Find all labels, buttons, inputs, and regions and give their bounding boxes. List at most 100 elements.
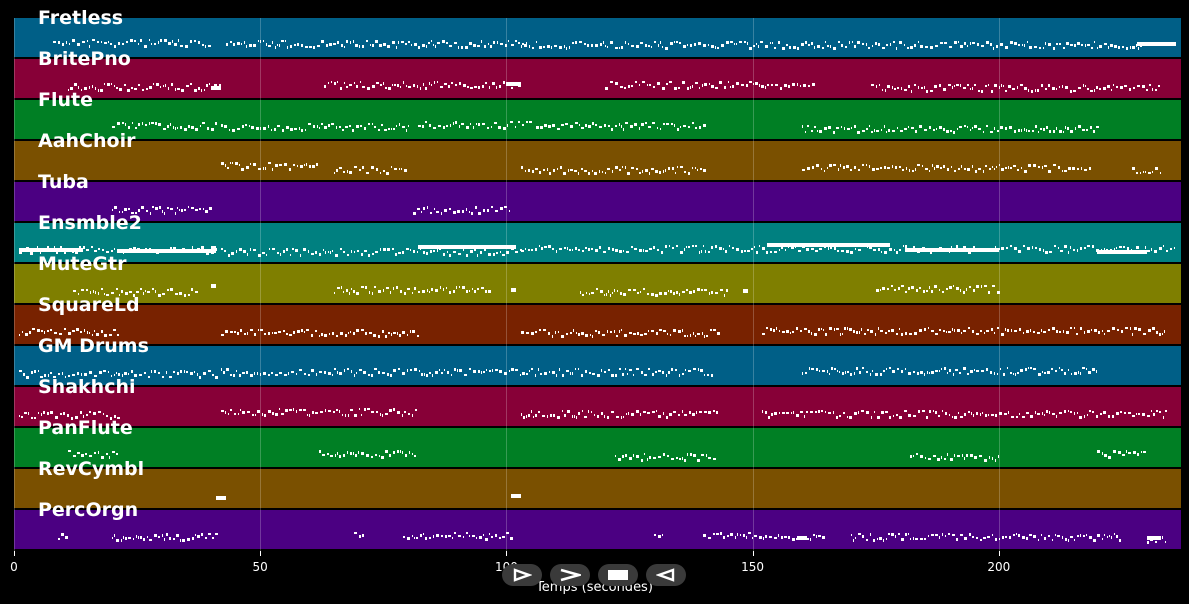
note	[1094, 40, 1096, 43]
note	[859, 331, 861, 335]
track-label: RevCymbl	[38, 458, 145, 480]
note	[754, 246, 756, 249]
note	[153, 369, 156, 373]
note	[701, 84, 703, 88]
note	[334, 253, 338, 257]
note	[993, 372, 995, 376]
note	[765, 44, 769, 48]
note	[180, 538, 182, 542]
note	[257, 329, 259, 332]
note	[808, 330, 811, 334]
note	[886, 166, 890, 169]
note	[950, 165, 952, 168]
note	[1154, 166, 1158, 170]
note	[47, 373, 49, 377]
note	[732, 247, 735, 250]
note	[1128, 452, 1132, 455]
x-tick-label: 200	[987, 560, 1011, 574]
note	[880, 330, 884, 333]
note	[429, 249, 432, 253]
note	[472, 288, 474, 291]
play-forward-button[interactable]	[502, 564, 542, 586]
note	[708, 83, 710, 86]
note	[699, 411, 703, 414]
note	[358, 44, 360, 48]
note	[466, 531, 468, 534]
note	[996, 291, 1000, 295]
note	[952, 415, 954, 418]
note	[810, 368, 814, 371]
note	[356, 84, 359, 88]
note	[762, 247, 766, 251]
note	[406, 84, 408, 87]
note	[426, 205, 428, 209]
note	[759, 536, 763, 540]
note	[112, 451, 116, 454]
note	[1092, 129, 1095, 133]
note	[1052, 412, 1056, 415]
note	[962, 367, 966, 371]
note	[401, 167, 403, 170]
note	[1076, 167, 1079, 170]
note	[1047, 83, 1050, 87]
note	[331, 80, 333, 83]
note	[569, 249, 572, 252]
note	[735, 536, 737, 540]
stop-button[interactable]	[598, 564, 638, 586]
note	[403, 411, 406, 414]
next-button[interactable]	[550, 564, 590, 586]
note	[674, 369, 677, 371]
note	[553, 168, 556, 172]
note	[85, 249, 89, 252]
note	[251, 414, 254, 417]
note	[1077, 371, 1079, 375]
note	[1029, 45, 1033, 49]
note	[739, 40, 743, 43]
note	[84, 87, 88, 91]
note	[249, 329, 253, 332]
back-button[interactable]	[646, 564, 686, 586]
note	[380, 123, 383, 126]
note	[229, 331, 233, 334]
note	[551, 45, 553, 49]
note	[1052, 163, 1056, 166]
note	[1039, 248, 1042, 252]
note	[257, 39, 259, 42]
note	[205, 536, 208, 539]
note	[150, 369, 152, 373]
note	[1031, 129, 1034, 132]
note	[684, 248, 686, 252]
note	[680, 251, 684, 255]
note	[1120, 410, 1123, 413]
note	[629, 332, 633, 335]
note	[459, 286, 461, 289]
note	[917, 85, 919, 89]
note	[374, 39, 378, 43]
note	[943, 330, 946, 333]
note	[836, 370, 838, 373]
note	[331, 249, 333, 252]
note	[764, 86, 766, 90]
note	[200, 246, 204, 250]
note	[885, 130, 887, 133]
note	[189, 371, 193, 375]
note	[319, 411, 323, 414]
note	[262, 167, 264, 171]
note	[268, 247, 270, 250]
note	[810, 538, 812, 542]
note	[177, 206, 179, 209]
note	[647, 126, 651, 129]
note	[985, 124, 988, 127]
note	[505, 250, 509, 254]
note	[1049, 251, 1053, 254]
note	[477, 123, 480, 127]
note	[107, 370, 109, 373]
note	[25, 375, 29, 379]
note	[338, 410, 340, 414]
note	[971, 86, 973, 90]
note	[399, 167, 401, 170]
note	[49, 371, 52, 374]
note	[1164, 330, 1166, 334]
note	[786, 43, 789, 46]
note	[487, 42, 489, 45]
